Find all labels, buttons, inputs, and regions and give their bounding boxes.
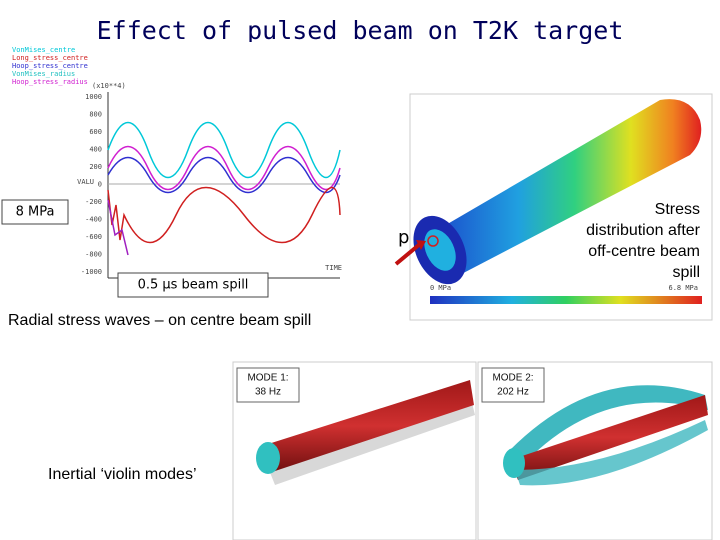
beam-label: p (398, 227, 409, 248)
cylinder (420, 99, 702, 281)
caption-right: Stress (655, 201, 700, 218)
plot-curve (107, 121, 341, 179)
scale-min: 0 MPa (430, 284, 451, 292)
beam-spot (427, 235, 439, 247)
y-tick-label: 600 (89, 128, 102, 136)
mode-end (503, 448, 525, 478)
mode-shape (510, 385, 708, 470)
y-label: VALU (77, 178, 94, 186)
mode1-image: MODE 1: 38 Hz (232, 361, 477, 540)
mode-box (236, 367, 300, 403)
mode-label: MODE 2: (492, 373, 533, 384)
y-tick-label: -400 (85, 216, 102, 224)
mode2-image: MODE 2: 202 Hz (477, 361, 713, 540)
mode-end (256, 442, 280, 474)
y-tick-label: 800 (89, 111, 102, 119)
mode-box (481, 367, 545, 403)
caption-right: spill (672, 264, 700, 281)
y-tick-label: 1000 (85, 93, 102, 101)
legend-entry: VonMises_centre (12, 46, 75, 54)
plot-curve (107, 199, 129, 256)
stress-plot: VALU (x10**4) TIME VonMises_centreLong_s… (8, 42, 353, 294)
beam-arrow (394, 242, 422, 266)
legend-entry: Hoop_stress_radius (12, 78, 88, 86)
mode-shape (510, 395, 708, 480)
caption-left: Radial stress waves – on centre beam spi… (8, 312, 311, 329)
y-tick-label: -1000 (81, 268, 102, 276)
caption-bottom: Inertial ‘violin modes’ (48, 466, 197, 483)
y-tick-label: 200 (89, 163, 102, 171)
spill-box (117, 272, 269, 298)
mode-shape (265, 380, 474, 472)
plot-curve (107, 186, 341, 244)
caption-right: distribution after (586, 222, 701, 239)
mode-shape (515, 420, 708, 486)
y-tick-label: -800 (85, 251, 102, 259)
beam-arrow-head (416, 240, 426, 250)
scale-max: 6.8 MPa (668, 284, 698, 292)
colour-bar (430, 296, 702, 304)
mode-label: MODE 1: (247, 373, 288, 384)
x-label: TIME (325, 264, 342, 272)
legend-entry: Hoop_stress_centre (12, 62, 88, 70)
legend-entry: VonMises_radius (12, 70, 75, 78)
y-tick-label: -600 (85, 233, 102, 241)
pressure-box (1, 199, 69, 225)
target-image: 0 MPa 6.8 MPa (409, 93, 713, 321)
title: Effect of pulsed beam on T2K target (97, 16, 624, 45)
y-tick-label: 0 (98, 181, 102, 189)
scale-note: (x10**4) (92, 82, 126, 90)
mode-label: 202 Hz (497, 387, 529, 398)
legend-entry: Long_stress_centre (12, 54, 88, 62)
pressure-label: 8 MPa (16, 205, 55, 220)
cylinder-core (424, 229, 456, 271)
plot-curve (107, 156, 341, 194)
spill-label: 0.5 μs beam spill (138, 278, 249, 293)
caption-right: off-centre beam (588, 243, 700, 260)
mode-label: 38 Hz (255, 387, 281, 398)
y-tick-label: -200 (85, 198, 102, 206)
y-tick-label: 400 (89, 146, 102, 154)
plot-curve (107, 146, 341, 190)
